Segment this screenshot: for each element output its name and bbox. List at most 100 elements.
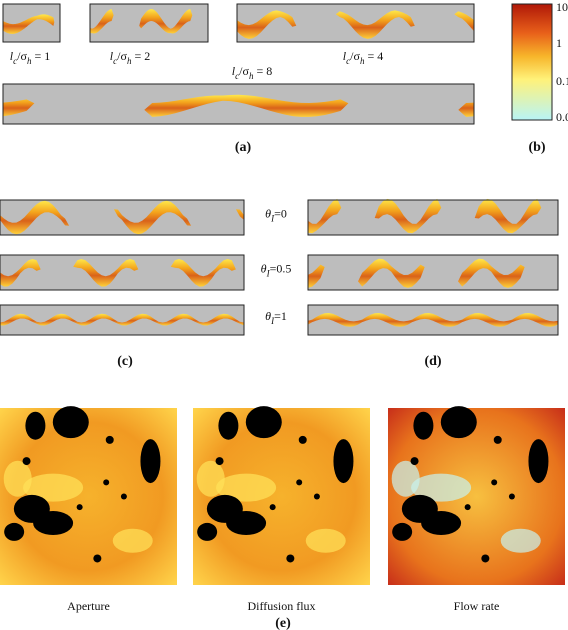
subscript: h (360, 56, 365, 66)
label-part: /σ (239, 64, 249, 78)
label: lc/σh = 4 (343, 49, 383, 66)
subscript: c (13, 56, 17, 66)
channel-box (0, 254, 245, 291)
map-patch (3, 460, 32, 497)
map-title: Aperture (67, 599, 110, 613)
channel (0, 259, 244, 287)
map-patch (112, 528, 153, 553)
channel-box (2, 83, 475, 125)
contact-area (421, 511, 462, 536)
label-part: = 1 (31, 49, 50, 63)
contact-area (52, 406, 89, 439)
contact-area (413, 411, 434, 440)
label-part: /σ (17, 49, 27, 63)
contact-area (296, 479, 303, 486)
contact-area (105, 435, 114, 444)
channel-box (0, 304, 245, 336)
channel (308, 258, 558, 288)
map-patch (23, 473, 84, 502)
contact-area (269, 504, 276, 511)
channel (308, 313, 558, 327)
contact-area (313, 493, 320, 500)
colorbar-label: 1 (556, 36, 562, 50)
contact-area (103, 479, 110, 486)
label: θI=1 (265, 309, 287, 326)
contact-area (245, 406, 282, 439)
channel (3, 14, 60, 34)
channel-frame (0, 199, 245, 236)
label-part: =1 (274, 309, 287, 323)
contact-area (440, 406, 477, 439)
label-part: θ (265, 309, 271, 323)
caption: (c) (117, 354, 133, 369)
contact-area (410, 457, 419, 466)
subscript: I (270, 214, 275, 224)
caption: (b) (528, 140, 545, 155)
channel (0, 313, 244, 326)
contact-area (33, 511, 74, 536)
subscript: h (27, 56, 32, 66)
map-patch (411, 473, 472, 502)
contact-area (25, 411, 46, 440)
label-part: l (10, 49, 14, 63)
colorbar (511, 3, 553, 121)
contact-area (392, 522, 413, 541)
subscript: c (113, 56, 117, 66)
map-patch (216, 473, 277, 502)
contact-area (93, 554, 102, 563)
contact-area (226, 511, 267, 536)
label: lc/σh = 8 (232, 64, 272, 81)
subscript: h (249, 71, 254, 81)
label-part: l (343, 49, 347, 63)
label-part: /σ (117, 49, 127, 63)
contact-area (491, 479, 498, 486)
label-part: = 4 (364, 49, 383, 63)
contact-area (22, 457, 31, 466)
contact-area (286, 554, 295, 563)
contact-area (493, 435, 502, 444)
map-patch (196, 460, 225, 497)
label-part: /σ (350, 49, 360, 63)
label: θI=0.5 (261, 261, 292, 278)
subscript: h (127, 56, 132, 66)
subscript: c (235, 71, 239, 81)
channel-frame (307, 304, 559, 336)
channel (3, 94, 474, 117)
contact-area (464, 504, 471, 511)
contact-area (333, 439, 354, 484)
contact-area (140, 439, 161, 484)
map-patch (305, 528, 346, 553)
map-title: Diffusion flux (247, 599, 315, 613)
channel (90, 9, 208, 34)
channel (308, 198, 558, 234)
channel (0, 200, 244, 235)
colorbar-label: 0.01 (556, 110, 568, 124)
label-part: =0 (274, 206, 287, 220)
contact-area (218, 411, 239, 440)
map-patch (500, 528, 541, 553)
channel-frame (307, 254, 559, 291)
channel-frame (2, 3, 61, 43)
caption: (a) (235, 140, 252, 155)
label: lc/σh = 2 (110, 49, 150, 66)
contact-area (298, 435, 307, 444)
label-part: = 2 (131, 49, 150, 63)
channel-frame (0, 254, 245, 291)
contact-area (528, 439, 549, 484)
channel-frame (2, 83, 475, 125)
contact-area (508, 493, 515, 500)
label-part: l (110, 49, 114, 63)
label-part: θ (261, 261, 267, 275)
contact-area (215, 457, 224, 466)
label: θI=0 (265, 206, 287, 223)
caption: (d) (424, 354, 441, 369)
label: lc/σh = 1 (10, 49, 50, 66)
label-part: l (232, 64, 236, 78)
contact-area (197, 522, 218, 541)
subscript: c (346, 56, 350, 66)
subscript: I (270, 316, 275, 326)
colorbar-label: 10 (556, 0, 568, 14)
channel-frame (0, 304, 245, 336)
contact-area (76, 504, 83, 511)
